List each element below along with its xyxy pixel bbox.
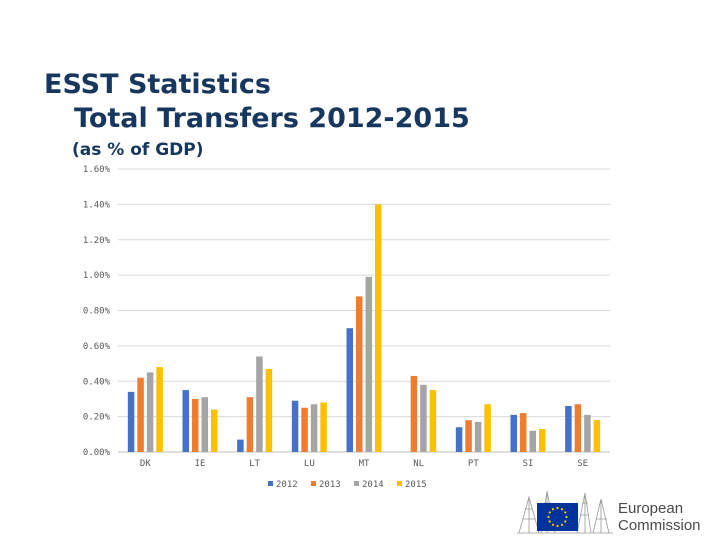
bar-lt-2015	[265, 368, 273, 452]
bar-lu-2012	[291, 400, 299, 452]
bar-lt-2014	[256, 356, 263, 452]
eu-star	[547, 515, 550, 519]
bar-mt-2015	[375, 204, 382, 452]
bar-si-2015	[539, 429, 546, 452]
x-category-label: LT	[249, 459, 260, 469]
eu-star	[565, 515, 568, 519]
x-category-label: MT	[359, 459, 370, 469]
bar-mt-2014	[365, 276, 372, 452]
y-tick-label: 0.00%	[83, 448, 111, 458]
bar-lt-2012	[237, 439, 244, 452]
logo-text: European Commission	[618, 500, 701, 534]
bar-dk-2015	[156, 367, 163, 452]
chart-subtitle: (as % of GDP)	[72, 140, 204, 160]
legend-label-2013: 2013	[319, 480, 341, 490]
bar-ie-2014	[201, 397, 208, 452]
legend-swatch-2015	[397, 481, 402, 486]
eu-star	[556, 524, 559, 528]
y-tick-label: 1.00%	[83, 271, 111, 281]
x-category-label: IE	[195, 459, 206, 469]
bar-se-2013	[574, 404, 582, 452]
eu-star	[560, 508, 564, 511]
y-tick-label: 0.80%	[83, 307, 111, 317]
eu-star	[551, 508, 555, 511]
european-commission-logo	[517, 490, 613, 534]
bar-lt-2013	[246, 397, 254, 452]
legend-label-2014: 2014	[362, 480, 384, 490]
bar-lu-2013	[301, 407, 308, 452]
y-tick-label: 0.20%	[83, 413, 111, 423]
bar-ie-2015	[211, 409, 218, 452]
berlaymont-building-icon	[517, 490, 613, 534]
x-category-label: SI	[523, 459, 534, 469]
eu-star	[548, 511, 551, 514]
x-category-label: DK	[140, 459, 151, 469]
bar-lu-2015	[320, 402, 327, 452]
title-line-1: ESST Statistics	[44, 69, 271, 100]
bar-nl-2014	[420, 384, 427, 452]
eu-star	[564, 520, 567, 523]
x-category-label: NL	[413, 459, 424, 469]
eu-star	[564, 511, 567, 514]
eu-star	[560, 523, 564, 526]
legend-swatch-2012	[268, 481, 273, 486]
y-tick-label: 1.20%	[83, 236, 111, 246]
bar-dk-2014	[146, 372, 154, 452]
bar-dk-2013	[137, 377, 144, 452]
legend-label-2012: 2012	[276, 480, 298, 490]
x-category-label: SE	[577, 459, 588, 469]
bar-pt-2012	[455, 427, 463, 452]
bar-pt-2015	[484, 404, 491, 452]
bar-se-2012	[565, 406, 572, 452]
bar-se-2014	[584, 414, 591, 452]
bar-pt-2014	[474, 421, 482, 452]
bar-si-2012	[510, 414, 517, 452]
x-category-label: LU	[304, 459, 315, 469]
y-tick-label: 0.60%	[83, 342, 111, 352]
bar-se-2015	[593, 420, 601, 452]
eu-star	[551, 523, 555, 526]
bar-ie-2013	[192, 398, 199, 452]
legend-swatch-2014	[354, 481, 359, 486]
chart-title: ESST Statistics Total Transfers 2012-2015	[44, 68, 470, 136]
logo-text-european: European	[618, 500, 684, 517]
bar-ie-2012	[182, 390, 189, 452]
bar-si-2014	[529, 430, 536, 452]
bar-si-2013	[520, 413, 527, 452]
eu-flag-icon	[537, 503, 578, 531]
title-line-2: Total Transfers 2012-2015	[74, 103, 470, 134]
bar-nl-2015	[429, 390, 437, 452]
logo-text-commission: Commission	[618, 517, 701, 534]
bar-mt-2012	[346, 328, 353, 452]
legend-swatch-2013	[311, 481, 316, 486]
bar-mt-2013	[356, 296, 363, 452]
y-tick-label: 1.60%	[83, 165, 111, 175]
legend-label-2015: 2015	[405, 480, 427, 490]
y-tick-label: 0.40%	[83, 377, 111, 387]
bar-dk-2012	[127, 391, 135, 452]
x-category-label: PT	[468, 459, 479, 469]
bar-lu-2014	[310, 404, 318, 452]
bar-pt-2013	[465, 420, 472, 452]
y-tick-label: 1.40%	[83, 200, 111, 210]
eu-star	[556, 506, 559, 510]
bar-nl-2013	[410, 375, 418, 452]
eu-star	[548, 520, 551, 523]
